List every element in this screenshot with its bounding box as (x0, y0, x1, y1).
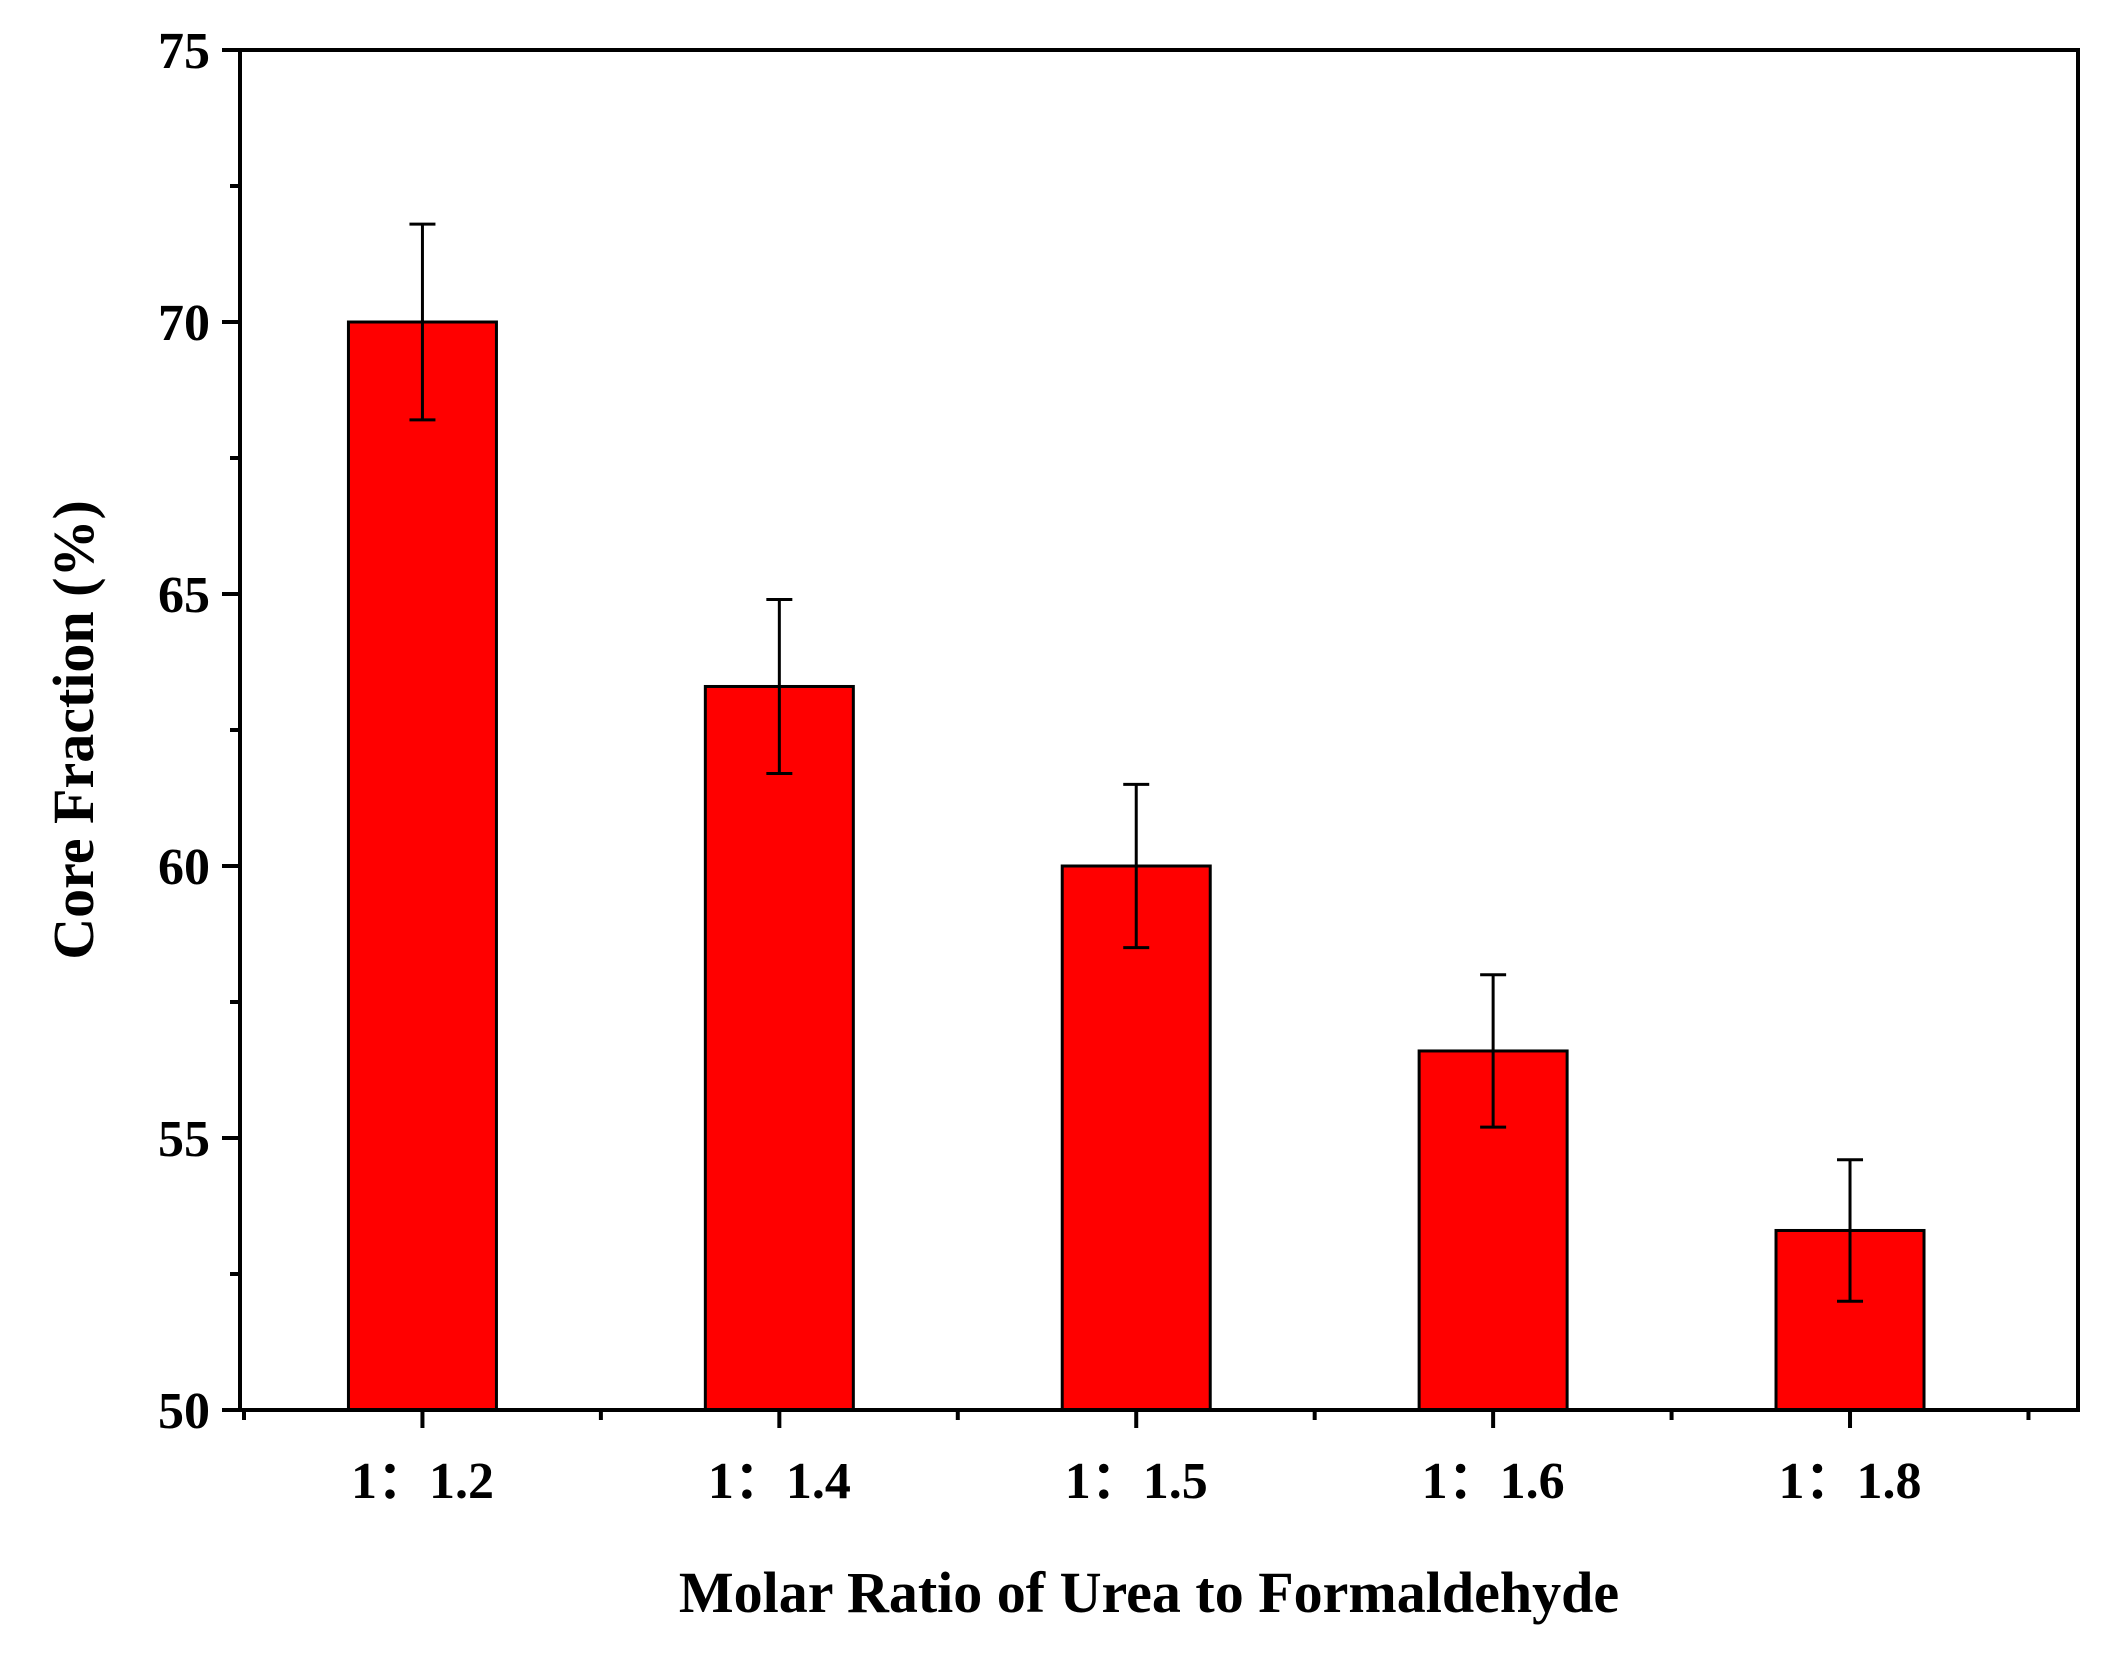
error-bar-1 (409, 222, 436, 422)
y-tick-label: 65 (158, 567, 210, 624)
y-axis-title: Core Fraction (%) (41, 500, 106, 960)
y-tick-label: 55 (158, 1111, 210, 1168)
bar-1 (346, 320, 498, 1412)
x-tick-label: 1：1.5 (1065, 1453, 1208, 1510)
ticks-layer (222, 48, 2031, 1428)
error-bars-layer (409, 222, 1864, 1303)
x-tick-label: 1：1.6 (1422, 1453, 1565, 1510)
x-tick-labels: 1：1.2 1：1.4 1：1.5 1：1.6 1：1.8 (351, 1453, 1922, 1510)
error-bar-4 (1480, 973, 1507, 1129)
y-tick-label: 60 (158, 839, 210, 896)
y-tick-label: 70 (158, 295, 210, 352)
y-tick-label: 50 (158, 1383, 210, 1440)
error-bar-2 (766, 597, 793, 776)
y-tick-label: 75 (158, 23, 210, 80)
x-tick-label: 1：1.2 (351, 1453, 494, 1510)
x-axis-title: Molar Ratio of Urea to Formaldehyde (679, 1560, 1619, 1625)
error-bar-3 (1123, 782, 1150, 950)
x-tick-label: 1：1.8 (1779, 1453, 1922, 1510)
x-tick-label: 1：1.4 (708, 1453, 851, 1510)
bar-2 (703, 684, 855, 1412)
y-tick-labels: 50 55 60 65 70 75 (158, 23, 210, 1440)
error-bar-5 (1837, 1158, 1864, 1303)
